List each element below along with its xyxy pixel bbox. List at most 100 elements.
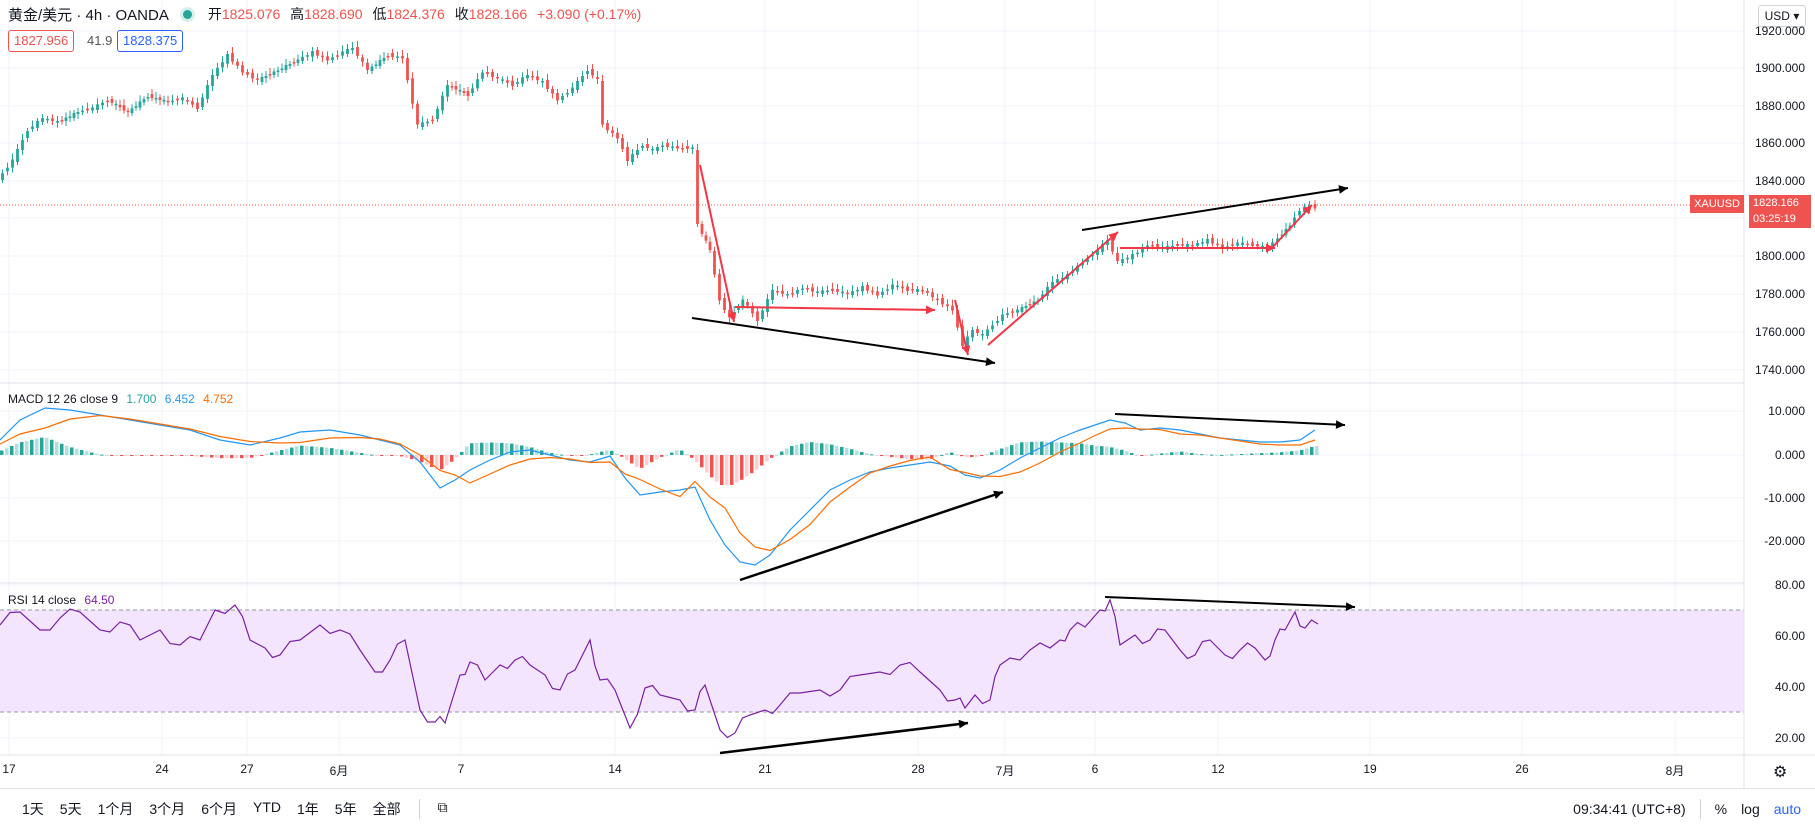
current-symbol-tag: XAUUSD xyxy=(1690,195,1744,213)
macd-hist-bar xyxy=(715,455,719,482)
candle-body xyxy=(1293,217,1296,225)
black-trend-arrow[interactable] xyxy=(739,490,1004,582)
candle-body xyxy=(741,299,745,307)
macd-hist-bar xyxy=(560,454,564,456)
candle-body xyxy=(1280,234,1284,237)
sell-price-button[interactable]: 1827.956 xyxy=(8,30,75,52)
macd-hist-bar xyxy=(1090,445,1094,455)
candle-body xyxy=(11,159,14,168)
macd-hist-bar xyxy=(875,455,879,456)
candle-body xyxy=(796,289,799,294)
black-trend-arrow[interactable] xyxy=(1081,187,1349,231)
macd-hist-bar xyxy=(1150,454,1154,456)
range-button[interactable]: 5天 xyxy=(59,801,82,817)
macd-hist-bar xyxy=(210,455,214,458)
candle-body xyxy=(626,147,629,161)
range-button[interactable]: 1个月 xyxy=(97,801,134,817)
candle-body xyxy=(331,57,334,60)
price-axis-label: 1860.000 xyxy=(1754,136,1805,150)
macd-hist-bar xyxy=(370,454,374,456)
macd-hist-bar xyxy=(750,455,754,474)
macd-hist-bar xyxy=(200,455,204,457)
macd-hist-bar xyxy=(180,455,184,456)
macd-hist-bar xyxy=(905,455,909,459)
macd-hist-bar xyxy=(705,455,709,473)
candle-body xyxy=(691,147,694,149)
range-button[interactable]: 5年 xyxy=(334,801,357,817)
macd-hist-bar xyxy=(35,438,39,455)
rsi-title: RSI 14 close xyxy=(8,593,77,607)
range-button[interactable]: 全部 xyxy=(372,801,401,817)
black-trend-arrow[interactable] xyxy=(1104,596,1356,608)
macd-hist-bar xyxy=(60,443,64,455)
red-swing-arrow[interactable] xyxy=(954,299,969,356)
candle-body xyxy=(681,148,684,150)
range-button[interactable]: 6个月 xyxy=(201,801,237,817)
black-trend-arrow[interactable] xyxy=(691,317,996,364)
candle-body xyxy=(816,291,819,293)
range-button[interactable]: 3个月 xyxy=(149,801,186,817)
candle-body xyxy=(1206,239,1209,244)
buy-price-button[interactable]: 1828.375 xyxy=(117,30,184,52)
macd-legend[interactable]: MACD 12 26 close 9 1.700 6.452 4.752 xyxy=(8,392,238,406)
candle-body xyxy=(431,119,434,122)
candle-body xyxy=(996,321,999,323)
macd-hist-bar xyxy=(570,455,574,456)
drawing-annotations[interactable] xyxy=(691,164,1356,755)
macd-axis-label: -10.000 xyxy=(1764,491,1805,505)
time-axis-label: 28 xyxy=(911,762,925,776)
compare-icon[interactable]: ⧉ xyxy=(437,799,448,815)
candle-body xyxy=(366,62,369,70)
macd-hist-bar xyxy=(1125,451,1129,455)
percent-scale-button[interactable]: % xyxy=(1714,801,1728,817)
red-swing-arrow-head xyxy=(961,345,971,355)
candle-body xyxy=(931,292,934,298)
candle-body xyxy=(841,291,844,294)
range-button[interactable]: 1天 xyxy=(22,801,44,817)
macd-hist-bar xyxy=(1310,446,1314,455)
price-axis-label: 1740.000 xyxy=(1754,363,1805,377)
candle-body xyxy=(886,289,889,291)
candle-body xyxy=(906,286,909,291)
red-swing-arrow[interactable] xyxy=(734,306,936,311)
log-scale-button[interactable]: log xyxy=(1741,801,1760,817)
black-trend-arrow[interactable] xyxy=(719,721,969,755)
clock[interactable]: 09:34:41 (UTC+8) xyxy=(1573,801,1686,817)
macd-hist-bar xyxy=(430,455,434,467)
red-swing-arrow[interactable] xyxy=(699,164,735,323)
macd-hist-bar xyxy=(955,454,959,456)
rsi-legend[interactable]: RSI 14 close 64.50 xyxy=(8,593,119,607)
candle-body xyxy=(91,107,94,111)
macd-hist-bar xyxy=(640,455,644,468)
macd-hist-bar xyxy=(655,455,659,460)
macd-hist-bar xyxy=(745,455,749,477)
macd-hist-bar xyxy=(825,443,829,455)
candle-body xyxy=(341,51,344,56)
range-button[interactable]: 1年 xyxy=(296,801,319,817)
range-button[interactable]: YTD xyxy=(252,799,281,815)
gear-icon[interactable]: ⚙ xyxy=(1773,764,1788,781)
candle-body xyxy=(1241,242,1244,245)
macd-hist-bar xyxy=(225,455,229,459)
symbol-title[interactable]: 黄金/美元 · 4h · OANDA xyxy=(8,6,169,24)
macd-hist-bar xyxy=(930,455,934,459)
candle-body xyxy=(526,75,529,79)
time-axis-label: 6月 xyxy=(329,764,349,778)
macd-hist-bar xyxy=(340,449,344,455)
candle-body xyxy=(1246,243,1249,246)
currency-dropdown[interactable]: USD ▾ xyxy=(1758,5,1806,27)
macd-hist-bar xyxy=(1005,446,1009,455)
macd-hist-bar xyxy=(740,455,744,480)
red-swing-arrow[interactable] xyxy=(987,231,1119,346)
candle-body xyxy=(656,147,659,151)
candle-body xyxy=(416,103,419,125)
candle-body xyxy=(462,91,466,93)
black-trend-arrow-head xyxy=(993,490,1003,499)
black-trend-arrow[interactable] xyxy=(1114,413,1346,426)
red-swing-arrow[interactable] xyxy=(1269,204,1313,251)
macd-hist-bar xyxy=(610,450,614,455)
auto-scale-button[interactable]: auto xyxy=(1773,801,1801,817)
price-axis-label: 1840.000 xyxy=(1754,174,1805,188)
rsi-axis-label: 20.00 xyxy=(1774,731,1805,745)
